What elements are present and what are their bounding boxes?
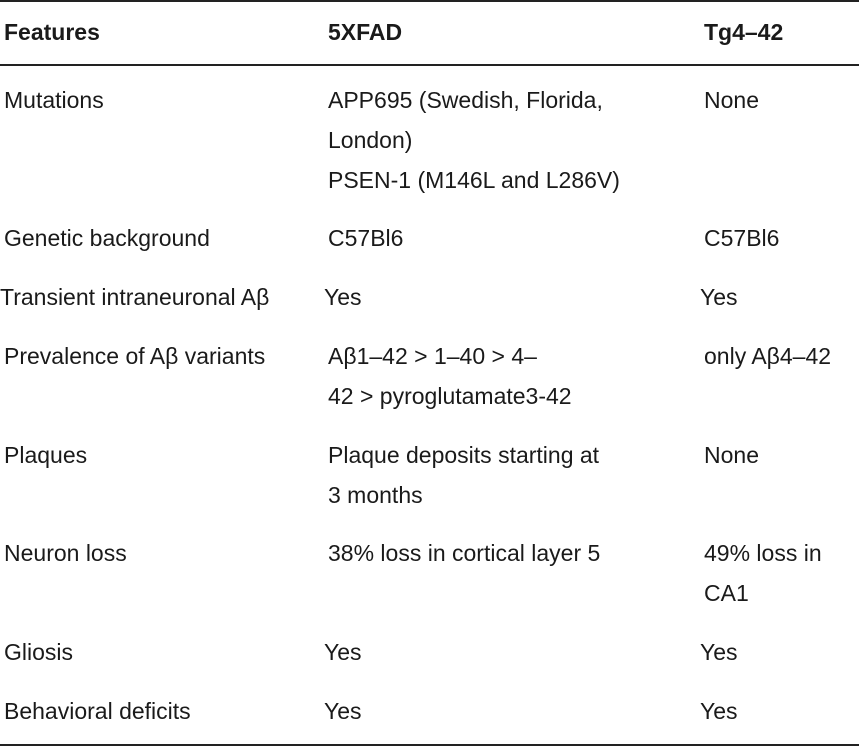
row-feature: Neuron loss <box>4 540 127 566</box>
row-feature: Genetic background <box>4 225 210 251</box>
row-feature: Behavioral deficits <box>4 698 191 724</box>
row-5xfad-line: Yes <box>324 698 362 724</box>
row-tg4-42-value: Yes <box>700 691 738 731</box>
row-5xfad-value: Plaque deposits starting at 3 months <box>328 435 599 515</box>
header-5xfad: 5XFAD <box>328 19 403 45</box>
row-5xfad-value: Yes <box>324 691 362 731</box>
row-tg4-42-value: Yes <box>700 277 738 317</box>
row-feature: Gliosis <box>4 639 74 665</box>
row-5xfad-value: APP695 (Swedish, Florida, London) PSEN-1… <box>328 80 620 200</box>
row-tg4-42-line: C57Bl6 <box>704 225 780 251</box>
row-5xfad-line: Yes <box>324 639 362 665</box>
row-5xfad-line: 42 > pyroglutamate3-42 <box>328 383 572 409</box>
row-feature: Mutations <box>4 87 104 113</box>
row-5xfad-line: Yes <box>324 284 362 310</box>
row-tg4-42-value: None <box>704 80 759 120</box>
row-5xfad-line: PSEN-1 (M146L and L286V) <box>328 167 620 193</box>
header-tg4-42: Tg4–42 <box>704 19 784 45</box>
row-feature: Plaques <box>4 442 88 468</box>
row-tg4-42-line: 49% loss in <box>704 540 822 566</box>
row-feature: Prevalence of Aβ variants <box>4 343 266 369</box>
row-5xfad-line: C57Bl6 <box>328 225 404 251</box>
row-5xfad-line: Plaque deposits starting at <box>328 442 600 468</box>
row-5xfad-value: 38% loss in cortical layer 5 <box>328 533 600 573</box>
row-tg4-42-value: C57Bl6 <box>704 218 779 258</box>
row-tg4-42-line: None <box>704 87 759 113</box>
row-5xfad-value: C57Bl6 <box>328 218 403 258</box>
row-tg4-42-line: Yes <box>700 698 738 724</box>
row-5xfad-line: Aβ1–42 > 1–40 > 4– <box>328 343 537 369</box>
row-5xfad-line: 38% loss in cortical layer 5 <box>328 540 601 566</box>
row-5xfad-value: Aβ1–42 > 1–40 > 4– 42 > pyroglutamate3-4… <box>328 336 572 416</box>
row-tg4-42-value: only Aβ4–42 <box>704 336 831 376</box>
row-tg4-42-line: only Aβ4–42 <box>704 343 832 369</box>
row-tg4-42-line: CA1 <box>704 580 749 606</box>
row-tg4-42-line: None <box>704 442 759 468</box>
table-top-rule <box>0 0 859 2</box>
row-5xfad-line: London) <box>328 127 413 153</box>
header-features: Features <box>4 19 100 45</box>
row-tg4-42-value: Yes <box>700 632 738 672</box>
row-tg4-42-line: Yes <box>700 284 738 310</box>
row-tg4-42-value: 49% loss in CA1 <box>704 533 822 613</box>
row-5xfad-value: Yes <box>324 277 362 317</box>
row-5xfad-line: 3 months <box>328 482 423 508</box>
table-bottom-rule <box>0 744 859 746</box>
row-tg4-42-line: Yes <box>700 639 738 665</box>
row-5xfad-value: Yes <box>324 632 362 672</box>
table-header-rule <box>0 64 859 66</box>
row-tg4-42-value: None <box>704 435 759 475</box>
row-5xfad-line: APP695 (Swedish, Florida, <box>328 87 603 113</box>
row-feature: Transient intraneuronal Aβ <box>0 284 270 310</box>
